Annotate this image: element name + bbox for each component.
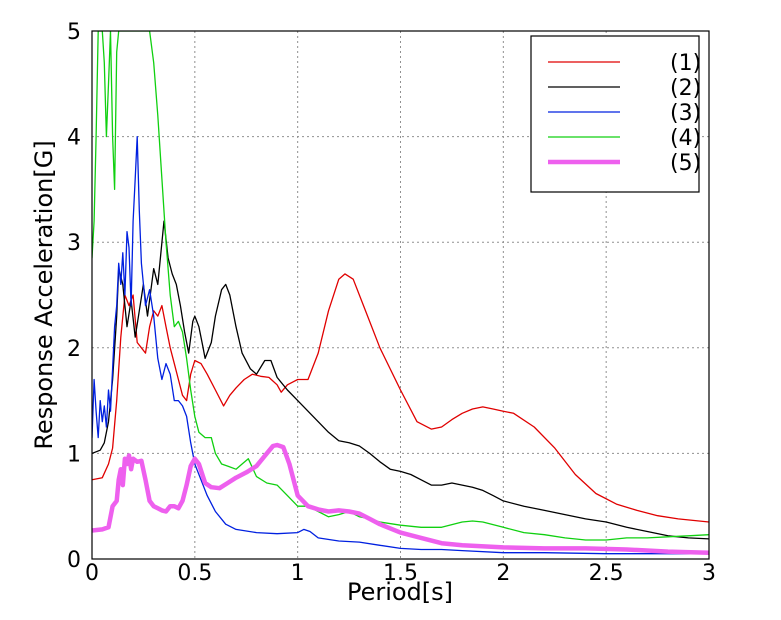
x-tick-label: 0	[85, 561, 99, 586]
x-tick-labels: 0 0.5 1 1.5 2 2.5 3	[85, 561, 716, 586]
series-line-3	[92, 135, 709, 555]
plot-frame	[91, 30, 710, 560]
y-axis-label: Response Acceleration[G]	[30, 140, 58, 449]
legend-label-4: (4)	[670, 126, 701, 151]
y-tick-label: 5	[67, 20, 81, 45]
series-line-5	[92, 442, 709, 555]
x-tick-label: 3	[702, 561, 716, 586]
series-line-2	[92, 220, 709, 540]
legend-label-5: (5)	[670, 151, 701, 176]
y-tick-labels: 0 1 2 3 4 5	[67, 20, 81, 573]
legend-label-3: (3)	[670, 101, 701, 126]
series-lines	[92, 31, 709, 555]
series-line-4	[92, 31, 709, 541]
legend: (1)(2)(3)(4)(5)	[530, 35, 701, 193]
y-tick-label: 4	[67, 126, 81, 151]
x-tick-label: 2	[496, 561, 510, 586]
series-line-1	[92, 273, 709, 523]
y-tick-label: 0	[67, 548, 81, 573]
legend-label-2: (2)	[670, 76, 701, 101]
x-axis-label: Period[s]	[347, 578, 453, 606]
x-tick-label: 1	[291, 561, 305, 586]
x-tick-label: 0.5	[177, 561, 212, 586]
legend-label-1: (1)	[670, 51, 701, 76]
y-tick-label: 2	[67, 337, 81, 362]
y-tick-label: 3	[67, 231, 81, 256]
x-tick-label: 1.5	[383, 561, 418, 586]
y-tick-label: 1	[67, 442, 81, 467]
x-tick-label: 2.5	[589, 561, 624, 586]
